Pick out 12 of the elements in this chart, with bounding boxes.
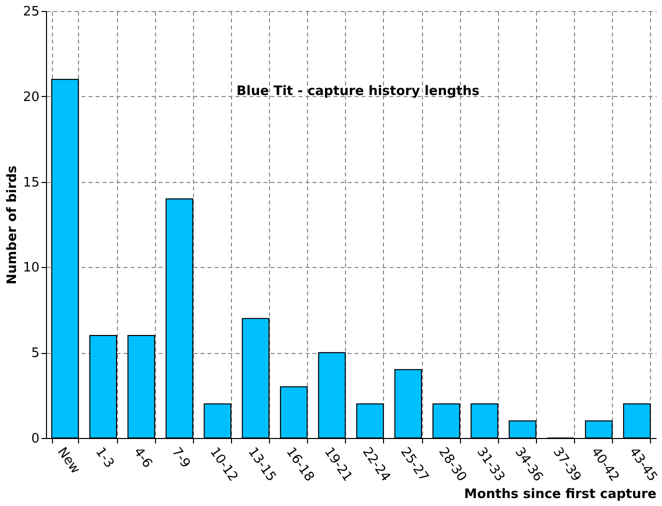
text: Blue Tit - capture history lengths bbox=[236, 84, 480, 99]
y-tick-label: 5 bbox=[31, 346, 40, 362]
y-tick-label: 0 bbox=[31, 432, 40, 446]
y-axis-title: Number of birds bbox=[4, 165, 20, 285]
x-tick-label: 4-6 bbox=[130, 444, 155, 471]
x-axis-title: Months since first capture bbox=[464, 486, 657, 502]
x-tick-label: 1-3 bbox=[92, 444, 117, 471]
y-tick-label: 10 bbox=[22, 260, 40, 276]
y-tick-label: 25 bbox=[22, 4, 40, 20]
x-tick-label: 7-9 bbox=[168, 444, 193, 471]
y-tick-label: 20 bbox=[22, 90, 40, 105]
y-tick-label: 15 bbox=[22, 175, 40, 190]
